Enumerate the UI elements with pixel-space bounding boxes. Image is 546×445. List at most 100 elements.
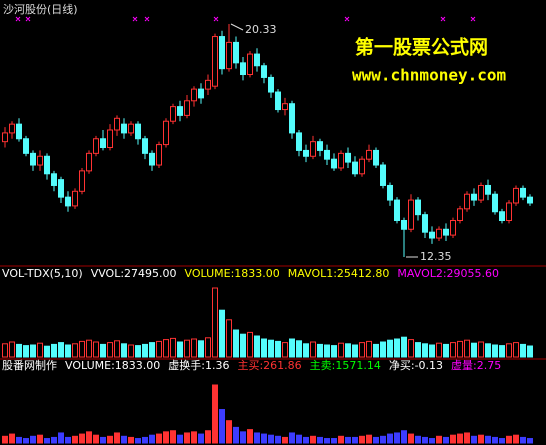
volume-bar	[345, 343, 351, 358]
candle-body	[212, 36, 218, 87]
candle-body	[527, 196, 533, 204]
flow-bar	[436, 435, 442, 444]
flow-bar	[422, 436, 428, 444]
candle-body	[429, 231, 435, 239]
candle-body	[275, 91, 281, 111]
watermark: 第一股票公式网	[355, 36, 488, 59]
flow-bar	[261, 433, 267, 444]
volume-bar	[338, 342, 344, 358]
flow-bar	[338, 435, 344, 444]
volume-bar	[275, 340, 281, 358]
volume-bar	[170, 337, 176, 358]
candle-body	[72, 190, 78, 207]
candle-body	[247, 53, 253, 76]
volume-bar	[352, 344, 358, 358]
volume-bar	[212, 287, 218, 358]
volume-bar	[65, 344, 71, 358]
candle-body	[268, 76, 274, 93]
volume-bar	[317, 343, 323, 358]
panel-label: MAVOL2:29055.60	[397, 267, 499, 280]
candle-body	[303, 149, 309, 157]
candle-body	[261, 65, 267, 78]
candle-body	[86, 152, 92, 172]
flow-bar	[114, 432, 120, 444]
volume-bar	[72, 343, 78, 358]
candle-body	[177, 106, 183, 116]
volume-bar	[121, 343, 127, 358]
flow-bar	[324, 438, 330, 444]
volume-bar	[205, 337, 211, 358]
volume-bar	[429, 344, 435, 358]
flow-bar	[65, 436, 71, 444]
flow-bar	[373, 436, 379, 444]
candle-body	[142, 138, 148, 154]
volume-bar	[261, 338, 267, 358]
volume-bar	[331, 345, 337, 358]
volume-bar	[247, 331, 253, 358]
flow-bar	[513, 434, 519, 444]
flow-bar	[471, 435, 477, 444]
volume-bar	[37, 342, 43, 358]
candle-body	[254, 53, 260, 67]
candle-body	[121, 123, 127, 134]
volume-bar	[51, 343, 57, 358]
candle-body	[352, 161, 358, 175]
candle-body	[128, 123, 134, 134]
volume-bar	[191, 338, 197, 358]
candle-body	[408, 199, 414, 230]
volume-bar	[387, 339, 393, 358]
volume-bar	[499, 345, 505, 358]
volume-bar	[2, 343, 8, 358]
panel-label: MAVOL1:25412.80	[288, 267, 390, 280]
candle-body	[443, 228, 449, 236]
flow-bar	[450, 434, 456, 444]
volume-bar	[527, 345, 533, 358]
flow-bar	[366, 434, 372, 444]
candle-body	[107, 129, 113, 149]
candle-body	[464, 193, 470, 210]
candle-body	[205, 79, 211, 90]
volume-bar	[422, 343, 428, 358]
volume-bar	[464, 339, 470, 358]
volume-bar	[184, 339, 190, 358]
candle-body	[184, 100, 190, 116]
volume-bar	[142, 343, 148, 358]
flow-bar	[44, 438, 50, 444]
volume-bar	[401, 336, 407, 358]
flow-bar	[247, 429, 253, 444]
panel-label: 主买:261.86	[237, 359, 301, 372]
flow-bar	[177, 434, 183, 444]
volume-bar	[233, 329, 239, 358]
candle-body	[9, 123, 15, 134]
panel-label: VOLUME:1833.00	[65, 359, 160, 372]
candle-body	[338, 152, 344, 169]
flow-bar	[380, 435, 386, 444]
flow-bar	[191, 431, 197, 444]
flow-bar	[289, 432, 295, 444]
annotation: 12.35	[420, 250, 452, 263]
flow-bar	[464, 432, 470, 444]
volume-bar	[254, 335, 260, 358]
candle-body	[30, 152, 36, 166]
candle-body	[331, 158, 337, 169]
volume-bar	[93, 341, 99, 358]
candle-body	[415, 199, 421, 216]
flow-bar	[149, 434, 155, 444]
flow-bar	[345, 436, 351, 444]
candle-body	[23, 138, 29, 154]
candle-body	[324, 149, 330, 160]
candle-body	[506, 202, 512, 222]
volume-bar	[492, 344, 498, 358]
candle-body	[317, 141, 323, 151]
volume-bar	[100, 343, 106, 358]
candle-body	[58, 179, 64, 198]
candle-body	[240, 62, 246, 76]
flow-bar	[296, 434, 302, 444]
flow-bar	[100, 436, 106, 444]
flow-bar	[520, 436, 526, 444]
flow-bar	[254, 432, 260, 444]
panel-label: VOLUME:1833.00	[185, 267, 280, 280]
flow-bar	[135, 438, 141, 444]
volume-bar	[324, 344, 330, 358]
